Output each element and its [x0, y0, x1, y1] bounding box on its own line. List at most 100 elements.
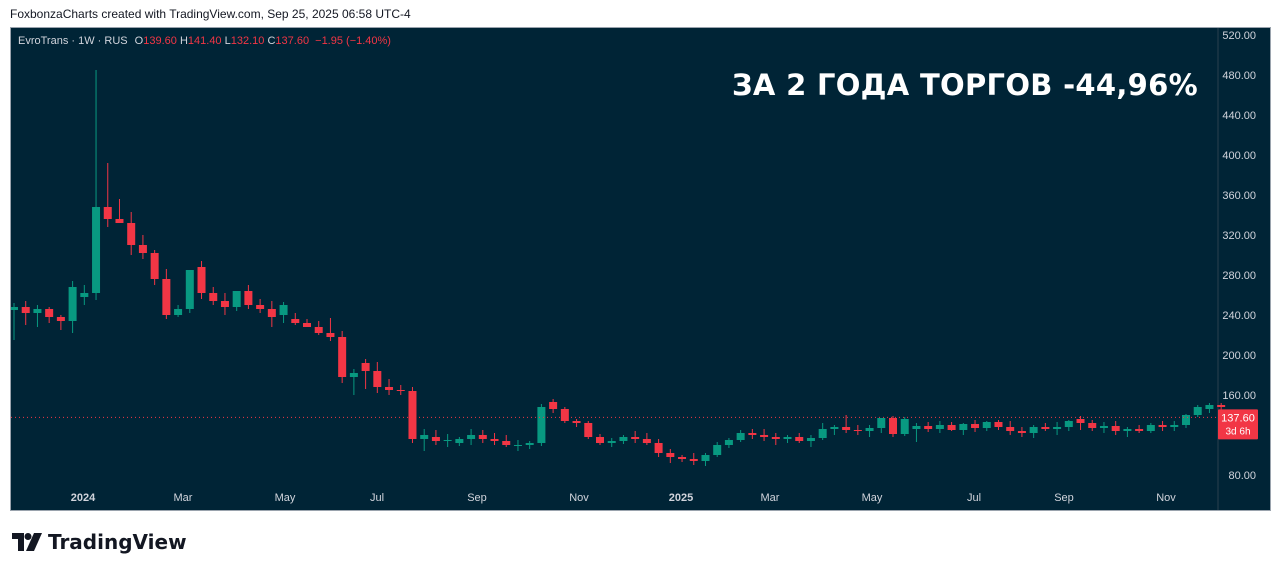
- candle-body[interactable]: [1076, 419, 1085, 423]
- tradingview-logo[interactable]: TradingView: [12, 530, 187, 554]
- candle-body[interactable]: [947, 425, 956, 430]
- candle-body[interactable]: [349, 373, 358, 377]
- candle-body[interactable]: [1064, 421, 1073, 427]
- candle-body[interactable]: [795, 437, 804, 441]
- candlestick-chart[interactable]: 80.00 160.00 200.00 240.00 280.00 320.00 360.0…: [11, 28, 1270, 510]
- candle-body[interactable]: [103, 207, 112, 219]
- candle-body[interactable]: [642, 439, 651, 443]
- candle-body[interactable]: [33, 309, 42, 313]
- candle-body[interactable]: [666, 453, 675, 457]
- candle-body[interactable]: [21, 307, 30, 313]
- candle-body[interactable]: [1041, 427, 1050, 429]
- candle-body[interactable]: [68, 287, 77, 321]
- candle-body[interactable]: [115, 219, 124, 223]
- candle-body[interactable]: [127, 223, 136, 245]
- candle-body[interactable]: [513, 445, 522, 446]
- candle-body[interactable]: [818, 429, 827, 438]
- candle-body[interactable]: [92, 207, 101, 293]
- candle-body[interactable]: [490, 439, 499, 441]
- candle-body[interactable]: [935, 425, 944, 429]
- candle-body[interactable]: [138, 245, 147, 253]
- candle-body[interactable]: [1217, 405, 1226, 407]
- candle-body[interactable]: [607, 441, 616, 443]
- candle-body[interactable]: [267, 309, 276, 317]
- candle-body[interactable]: [408, 391, 417, 439]
- candle-body[interactable]: [877, 418, 886, 428]
- candle-body[interactable]: [584, 423, 593, 437]
- candle-body[interactable]: [806, 438, 815, 441]
- candle-body[interactable]: [1029, 427, 1038, 433]
- candle-body[interactable]: [889, 418, 897, 434]
- candle-body[interactable]: [994, 422, 1003, 427]
- candle-body[interactable]: [303, 323, 311, 327]
- candle-body[interactable]: [443, 440, 452, 441]
- candle-body[interactable]: [959, 424, 968, 430]
- candle-body[interactable]: [760, 435, 769, 437]
- candle-body[interactable]: [1193, 407, 1202, 415]
- candle-body[interactable]: [478, 435, 487, 439]
- candle-body[interactable]: [431, 437, 440, 441]
- candle-body[interactable]: [783, 437, 792, 439]
- candle-body[interactable]: [549, 402, 558, 409]
- candle-body[interactable]: [1135, 429, 1144, 431]
- candle-body[interactable]: [185, 270, 194, 309]
- candle-body[interactable]: [420, 435, 429, 439]
- candle-body[interactable]: [291, 319, 300, 323]
- chart-panel[interactable]: 80.00 160.00 200.00 240.00 280.00 320.00 360.0…: [10, 27, 1271, 511]
- candle-body[interactable]: [1158, 425, 1167, 427]
- candle-body[interactable]: [842, 427, 851, 430]
- candle-body[interactable]: [701, 455, 710, 461]
- candle-body[interactable]: [467, 435, 476, 439]
- candle-body[interactable]: [326, 333, 335, 337]
- candle-body[interactable]: [1205, 405, 1214, 409]
- candle-body[interactable]: [45, 309, 54, 317]
- candle-body[interactable]: [1146, 425, 1155, 431]
- candle-body[interactable]: [314, 327, 323, 333]
- candle-body[interactable]: [900, 419, 909, 434]
- candle-body[interactable]: [1182, 415, 1190, 425]
- candle-body[interactable]: [596, 437, 604, 443]
- candle-body[interactable]: [654, 443, 663, 453]
- candle-body[interactable]: [174, 309, 183, 315]
- candle-body[interactable]: [1111, 426, 1120, 431]
- candle-body[interactable]: [560, 409, 569, 421]
- candle-body[interactable]: [537, 407, 546, 443]
- candle-body[interactable]: [1006, 427, 1015, 431]
- candle-body[interactable]: [853, 430, 862, 431]
- candle-body[interactable]: [1099, 426, 1108, 428]
- candle-body[interactable]: [232, 291, 241, 307]
- candle-body[interactable]: [361, 363, 370, 371]
- candle-body[interactable]: [865, 428, 874, 431]
- candle-body[interactable]: [631, 437, 640, 439]
- candle-body[interactable]: [771, 437, 780, 439]
- candle-body[interactable]: [56, 317, 65, 321]
- candle-body[interactable]: [279, 305, 288, 315]
- candle-body[interactable]: [396, 390, 405, 391]
- candle-body[interactable]: [525, 443, 534, 445]
- candle-body[interactable]: [713, 445, 722, 455]
- candle-body[interactable]: [572, 421, 581, 423]
- candle-body[interactable]: [689, 459, 698, 461]
- candle-body[interactable]: [619, 437, 628, 441]
- candle-body[interactable]: [209, 293, 218, 301]
- candle-body[interactable]: [924, 426, 933, 429]
- candle-body[interactable]: [162, 279, 171, 315]
- candle-body[interactable]: [338, 337, 347, 377]
- candle-body[interactable]: [736, 433, 745, 440]
- candle-body[interactable]: [1053, 427, 1062, 429]
- candle-body[interactable]: [244, 291, 253, 305]
- candle-body[interactable]: [150, 253, 159, 279]
- candle-body[interactable]: [1170, 425, 1179, 427]
- candle-body[interactable]: [11, 307, 18, 310]
- candle-body[interactable]: [912, 426, 921, 429]
- candle-body[interactable]: [373, 371, 382, 387]
- candle-body[interactable]: [220, 301, 229, 307]
- candle-body[interactable]: [502, 441, 511, 445]
- candle-body[interactable]: [724, 440, 733, 445]
- candle-body[interactable]: [80, 293, 89, 297]
- candle-body[interactable]: [982, 422, 991, 428]
- candle-body[interactable]: [455, 439, 464, 443]
- candle-body[interactable]: [1017, 431, 1026, 433]
- candle-body[interactable]: [830, 427, 839, 429]
- candle-body[interactable]: [1088, 423, 1097, 428]
